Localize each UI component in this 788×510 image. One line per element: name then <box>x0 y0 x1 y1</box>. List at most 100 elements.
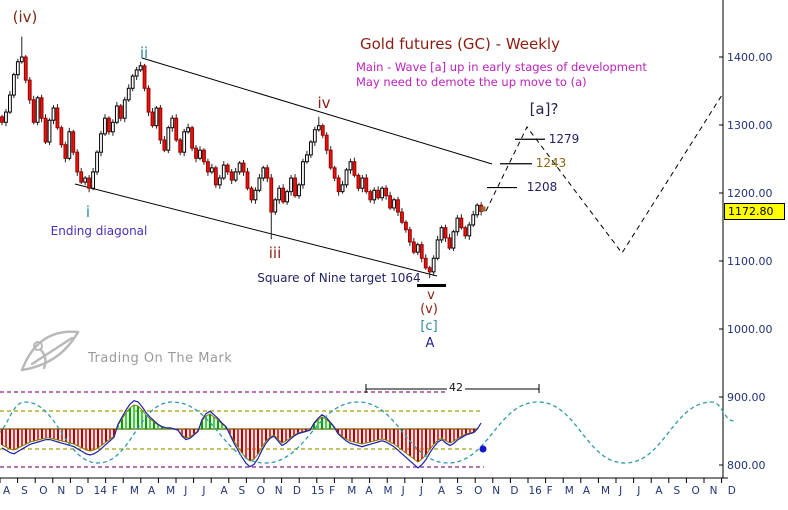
candle-down <box>158 107 163 141</box>
candle-down <box>332 167 337 179</box>
candle-down <box>63 144 68 159</box>
current-price-tag: 1172.80 <box>724 203 785 220</box>
candle-down <box>241 162 246 173</box>
candle-up <box>467 224 472 237</box>
x-axis-label: S <box>673 485 681 497</box>
target-price-1279: 1279 <box>548 132 580 146</box>
wave-label-a-question: [a]? <box>529 100 559 118</box>
y-axis-label: 900.00 <box>727 391 766 404</box>
oscillator-envelope-line <box>1 404 475 463</box>
candle-down <box>384 187 389 197</box>
candle-down <box>404 221 408 231</box>
x-axis-label: O <box>256 485 265 497</box>
candle-up <box>455 217 460 233</box>
candle-down <box>162 139 167 151</box>
x-axis-label: D <box>292 485 301 497</box>
candle-down <box>59 127 64 146</box>
candle-up <box>301 161 305 186</box>
candle-down <box>43 117 48 143</box>
candle-up <box>95 151 99 173</box>
candle-up <box>8 94 12 113</box>
x-axis-label: O <box>691 485 700 497</box>
candle-down <box>202 149 206 163</box>
candle-down <box>352 161 357 176</box>
candle-down <box>388 195 392 209</box>
wave-label-iii: iii <box>268 244 282 262</box>
x-axis-label: A <box>582 485 591 497</box>
candle-up <box>451 231 456 249</box>
candle-up <box>348 161 353 171</box>
x-axis-label: M <box>383 485 393 497</box>
candle-down <box>376 189 381 199</box>
x-axis-label: M <box>129 485 139 497</box>
x-axis-label: 16 <box>528 485 542 497</box>
candle-down <box>293 177 297 197</box>
y-axis-label: 1400.00 <box>727 51 773 64</box>
candle-up <box>209 167 214 173</box>
candle-down <box>281 187 286 203</box>
wave-label-v-circle: (v) <box>420 302 438 317</box>
candle-down <box>23 56 28 81</box>
candle-up <box>380 187 385 199</box>
candle-up <box>285 191 290 203</box>
candle-down <box>396 199 400 213</box>
candle-down <box>427 267 432 273</box>
candle-down <box>229 171 234 181</box>
candle-up <box>344 169 349 186</box>
candle-up <box>186 127 191 133</box>
candle-up <box>297 184 301 197</box>
x-axis-label: D <box>727 485 736 497</box>
candle-down <box>447 237 452 249</box>
wave-label-ii: ii <box>139 44 149 62</box>
candle-up <box>99 133 103 153</box>
candle-down <box>328 149 333 169</box>
x-axis-label: D <box>510 485 519 497</box>
candle-up <box>134 69 139 77</box>
candle-down <box>324 134 329 151</box>
chart-subtitle-line2: May need to demote the up move to (a) <box>356 75 587 89</box>
candle-up <box>392 199 396 209</box>
candle-down <box>174 117 179 141</box>
candle-up <box>435 239 440 259</box>
candle-down <box>27 79 32 101</box>
x-axis-label: J <box>619 485 623 497</box>
x-axis-label: O <box>39 485 48 497</box>
candle-down <box>107 117 111 133</box>
candle-up <box>35 97 40 123</box>
lower-diagonal-trendline <box>74 183 438 277</box>
candle-down <box>194 147 198 159</box>
candle-down <box>75 151 80 173</box>
candle-up <box>130 75 135 89</box>
candle-up <box>221 164 226 179</box>
x-axis-label: 15 <box>311 485 325 497</box>
current-price-marker <box>480 206 486 212</box>
target-price-1208: 1208 <box>526 180 558 194</box>
candle-up <box>103 117 107 135</box>
x-axis-label: S <box>456 485 463 497</box>
candle-down <box>190 127 194 149</box>
candle-up <box>237 162 242 173</box>
candle-down <box>79 171 84 183</box>
candle-down <box>356 174 361 189</box>
candle-down <box>31 99 36 123</box>
candle-up <box>67 131 72 159</box>
chart-subtitle-line1: Main - Wave [a] up in early stages of de… <box>356 60 647 74</box>
candle-down <box>213 167 218 186</box>
x-axis-label: F <box>329 485 336 497</box>
candle-up <box>138 65 143 71</box>
candle-down <box>269 177 274 213</box>
candle-down <box>459 217 464 229</box>
square-of-nine-note: Square of Nine target 1064 <box>257 271 421 285</box>
candle-down <box>265 167 270 179</box>
candle-down <box>225 164 230 173</box>
candle-up <box>305 154 309 163</box>
x-axis-label: J <box>419 485 423 497</box>
x-axis-label: F <box>111 485 118 497</box>
x-axis-label: D <box>75 485 84 497</box>
x-axis-label: N <box>492 485 501 497</box>
candle-up <box>273 199 278 213</box>
x-axis-label: S <box>238 485 246 497</box>
x-axis-label: A <box>437 485 446 497</box>
